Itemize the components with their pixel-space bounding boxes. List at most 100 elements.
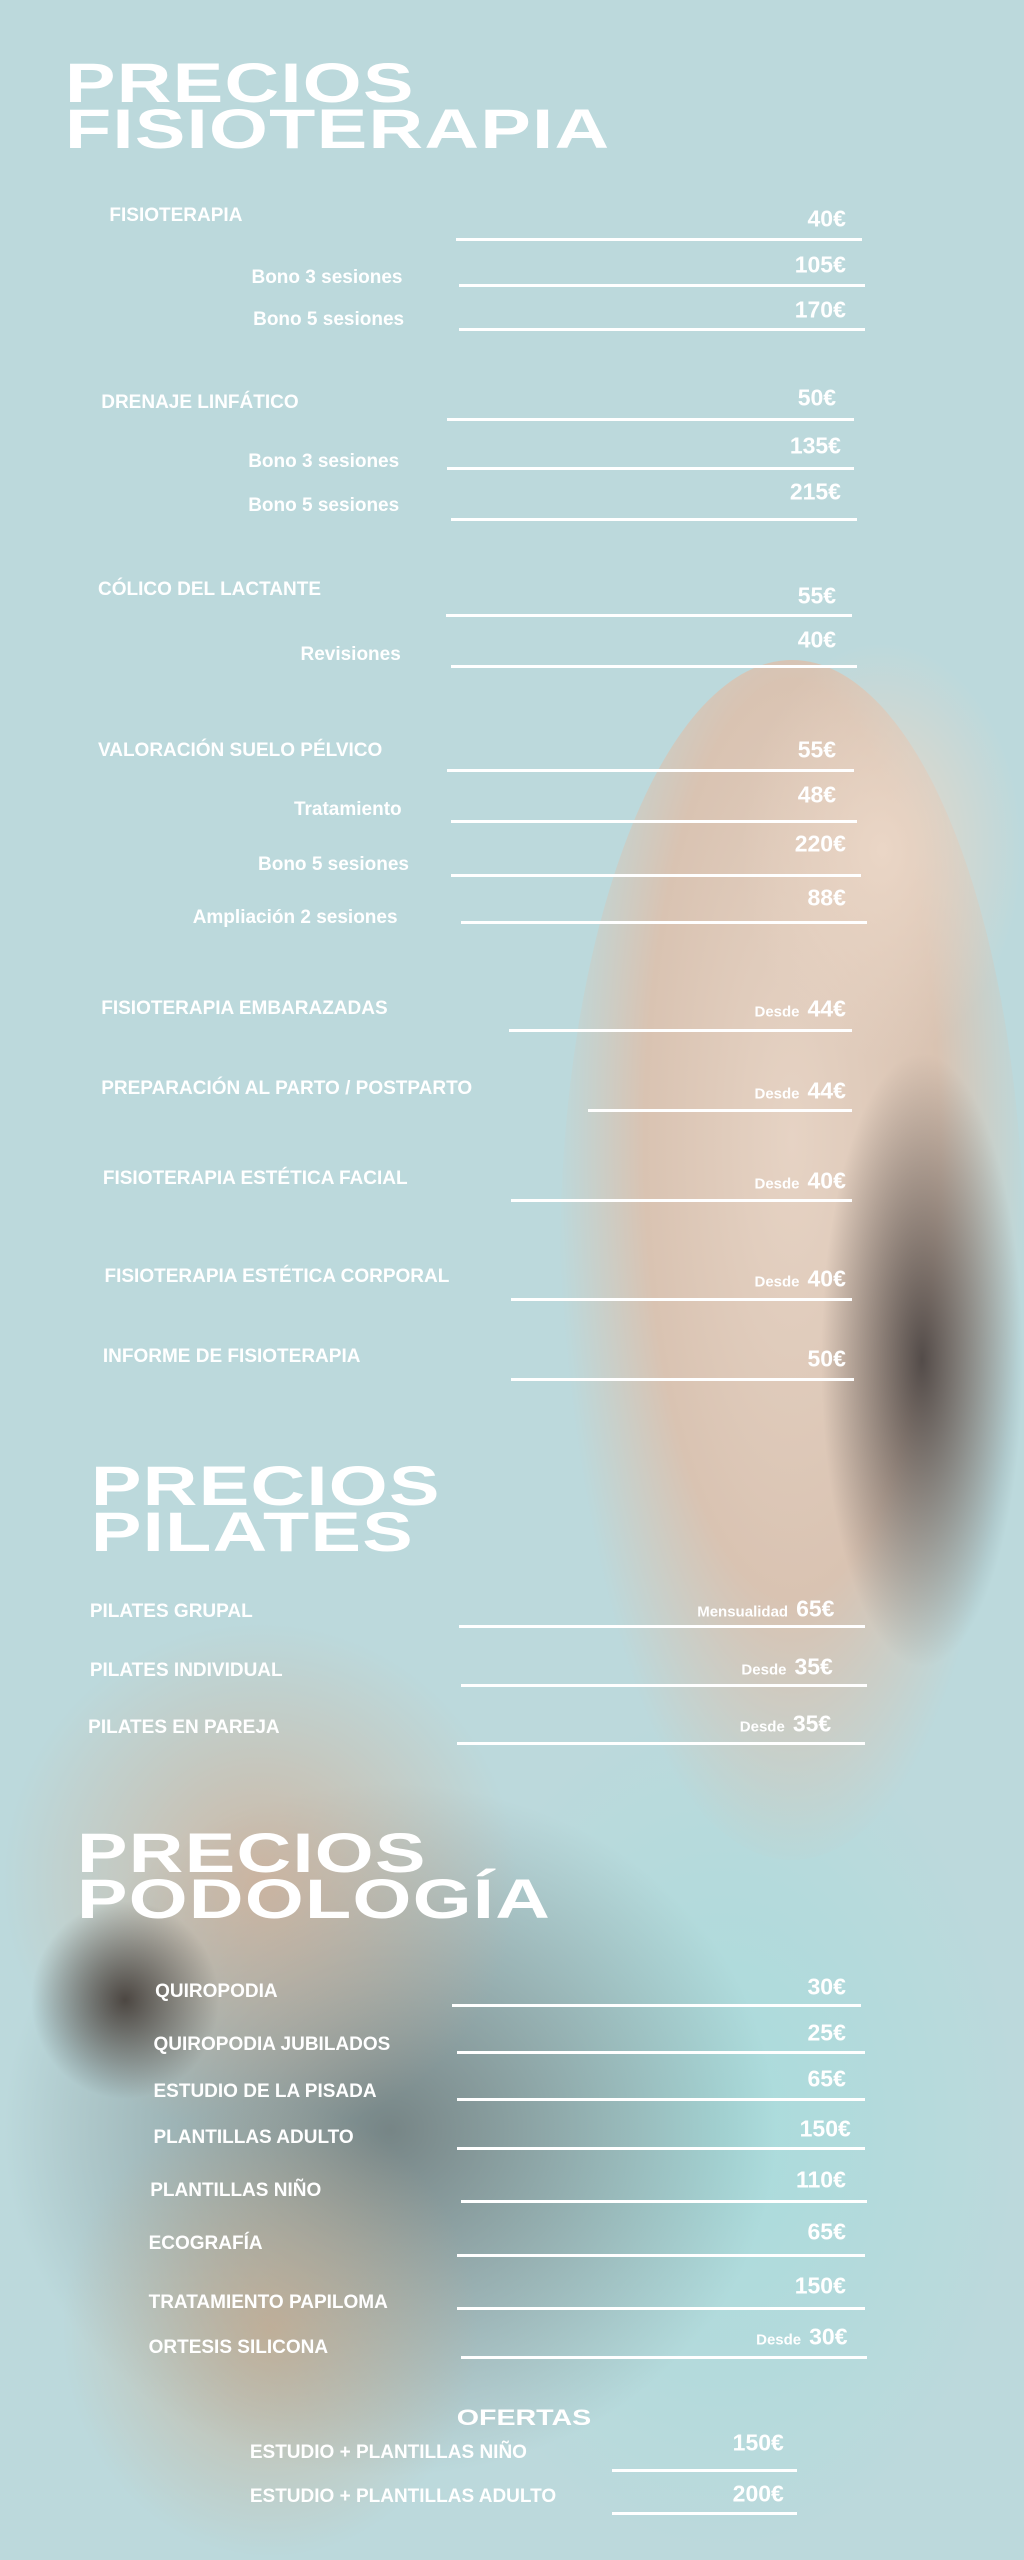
price-divider <box>458 328 866 332</box>
price-value: 65€ <box>807 2218 846 2245</box>
price-divider <box>447 769 855 773</box>
item-price: 40€ <box>808 205 846 232</box>
title-line-2: PILATES <box>91 1500 415 1563</box>
item-price: 215€ <box>790 478 841 505</box>
item-price: 88€ <box>808 885 846 912</box>
price-value: 35€ <box>792 1710 832 1737</box>
price-divider <box>460 2199 868 2203</box>
price-prefix: Desde <box>756 2331 802 2349</box>
item-label: CÓLICO DEL LACTANTE <box>97 578 322 600</box>
title-line-2: FISIOTERAPIA <box>65 97 611 160</box>
price-value: 30€ <box>809 2323 848 2350</box>
price-divider <box>460 2356 868 2360</box>
item-price: Desde 40€ <box>754 1167 845 1194</box>
price-prefix: Desde <box>754 1003 800 1021</box>
item-price: Desde 44€ <box>754 996 845 1023</box>
price-value: 220€ <box>794 830 846 857</box>
price-value: 44€ <box>807 1077 846 1104</box>
title-line-2: PODOLOGÍA <box>77 1867 552 1930</box>
price-divider <box>445 614 853 617</box>
title-line-1: PRECIOS <box>65 51 415 114</box>
price-divider <box>511 1378 855 1382</box>
price-value: 150€ <box>794 2272 846 2299</box>
item-label: Tratamiento <box>293 798 402 820</box>
price-divider <box>457 2307 866 2311</box>
item-label: Revisiones <box>300 643 401 665</box>
price-value: 55€ <box>797 582 837 609</box>
item-price: 40€ <box>798 627 836 654</box>
price-prefix: Desde <box>754 1273 800 1291</box>
price-value: 50€ <box>807 1345 846 1372</box>
price-value: 44€ <box>807 995 846 1022</box>
item-label: Bono 5 sesiones <box>248 495 400 517</box>
item-label: PREPARACIÓN AL PARTO / POSTPARTO <box>101 1078 473 1100</box>
item-label: QUIROPODIA JUBILADOS <box>153 2033 391 2055</box>
item-price: 170€ <box>795 297 846 324</box>
item-label: TRATAMIENTO PAPILOMA <box>148 2291 388 2313</box>
item-label: FISIOTERAPIA ESTÉTICA CORPORAL <box>104 1266 450 1287</box>
item-price: Desde 44€ <box>754 1077 845 1104</box>
item-price: 30€ <box>808 1974 846 2001</box>
item-label: FISIOTERAPIA ESTÉTICA FACIAL <box>102 1168 408 1190</box>
price-divider <box>511 1298 853 1302</box>
item-label: ECOGRAFÍA <box>148 2232 263 2254</box>
price-value: 88€ <box>807 884 846 911</box>
item-label: Bono 5 sesiones <box>253 309 405 331</box>
price-prefix: Desde <box>739 1718 785 1736</box>
price-divider <box>450 819 858 823</box>
item-price: 220€ <box>795 831 846 858</box>
item-label: ESTUDIO + PLANTILLAS ADULTO <box>249 2485 557 2507</box>
price-divider <box>457 2098 866 2102</box>
price-value: 135€ <box>789 432 841 459</box>
price-divider <box>458 284 866 288</box>
item-price: 55€ <box>798 583 836 610</box>
price-divider <box>457 1742 866 1746</box>
item-label: PILATES GRUPAL <box>89 1600 253 1622</box>
price-divider <box>452 2003 861 2007</box>
item-label: ESTUDIO + PLANTILLAS NIÑO <box>249 2441 527 2463</box>
price-divider <box>509 1028 853 1032</box>
item-label: ORTESIS SILICONA <box>148 2337 329 2359</box>
item-label: INFORME DE FISIOTERAPIA <box>102 1346 361 1368</box>
price-divider <box>450 517 858 521</box>
price-divider <box>457 2147 866 2151</box>
item-label: Bono 5 sesiones <box>258 854 409 876</box>
price-value: 150€ <box>732 2429 784 2456</box>
price-value: 30€ <box>807 1973 846 2000</box>
price-value: 110€ <box>795 2166 846 2193</box>
price-value: 40€ <box>807 205 846 232</box>
fisioterapia-title: PRECIOS FISIOTERAPIA <box>65 51 611 160</box>
price-value: 200€ <box>732 2480 784 2507</box>
price-value: 40€ <box>797 626 837 653</box>
title-line-1: PRECIOS <box>77 1821 427 1884</box>
item-price: 65€ <box>808 2219 846 2246</box>
pilates-title: PRECIOS PILATES <box>91 1458 441 1563</box>
item-price: Desde 30€ <box>756 2323 847 2350</box>
item-price: 200€ <box>733 2480 784 2507</box>
price-value: 35€ <box>794 1653 833 1680</box>
price-divider <box>587 1108 853 1112</box>
price-value: 40€ <box>807 1167 846 1194</box>
item-label: VALORACIÓN SUELO PÉLVICO <box>97 740 383 762</box>
item-price: 110€ <box>796 2167 846 2194</box>
item-label: PLANTILLAS NIÑO <box>150 2180 322 2202</box>
price-prefix: Desde <box>741 1661 787 1679</box>
price-divider <box>447 418 855 422</box>
item-price: 150€ <box>800 2116 851 2143</box>
price-divider <box>447 467 855 471</box>
price-divider <box>450 873 861 877</box>
price-value: 50€ <box>797 384 837 411</box>
price-value: 215€ <box>789 478 841 505</box>
price-divider <box>455 238 863 242</box>
price-value: 170€ <box>794 296 846 323</box>
price-value: 25€ <box>807 2019 846 2046</box>
price-value: 65€ <box>796 1595 835 1621</box>
price-divider <box>458 1624 866 1628</box>
price-divider <box>450 664 858 668</box>
item-price: 55€ <box>798 736 836 763</box>
price-value: 55€ <box>797 736 837 763</box>
item-price: 50€ <box>798 385 836 412</box>
item-price: Mensualidad 65€ <box>697 1595 834 1622</box>
price-divider <box>460 921 868 924</box>
